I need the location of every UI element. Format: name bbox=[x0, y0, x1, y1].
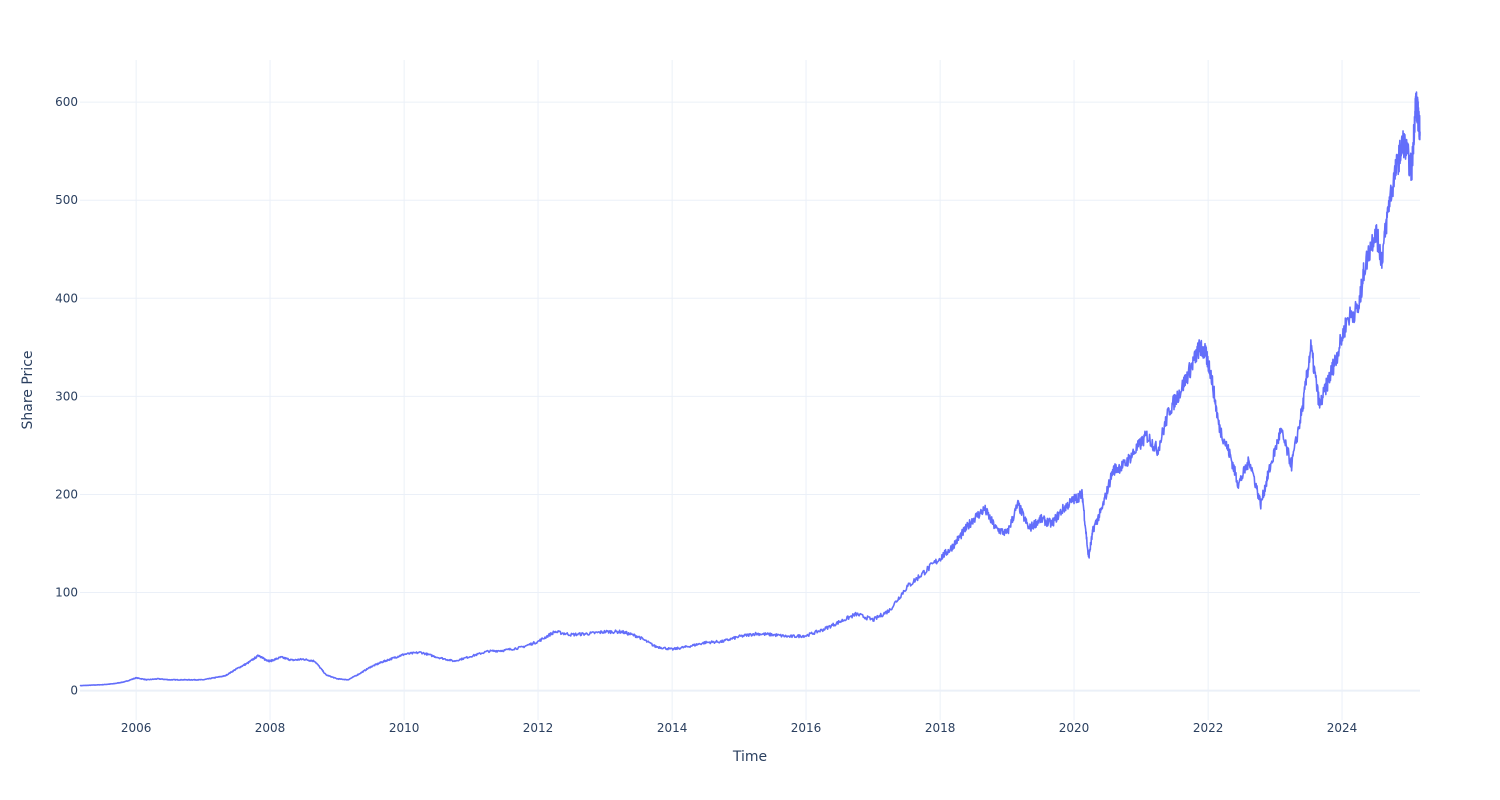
x-gridlines bbox=[135, 60, 1343, 720]
y-gridlines bbox=[80, 101, 1420, 594]
series-line bbox=[79, 91, 1421, 687]
x-tick-label: 2012 bbox=[523, 721, 554, 735]
x-tick-label: 2022 bbox=[1193, 721, 1224, 735]
y-tick-label: 0 bbox=[70, 684, 78, 698]
y-tick-labels: 0 100 200 300 400 500 600 bbox=[55, 95, 78, 697]
plot-background bbox=[80, 60, 1420, 720]
y-tick-label: 500 bbox=[55, 193, 78, 207]
y-tick-label: 600 bbox=[55, 95, 78, 109]
x-tick-label: 2006 bbox=[121, 721, 152, 735]
x-tick-label: 2024 bbox=[1327, 721, 1358, 735]
x-tick-labels: 2006 2008 2010 2012 2014 2016 2018 2020 2022 2024 bbox=[121, 721, 1357, 735]
y-axis-title: Share Price bbox=[20, 350, 36, 429]
y-tick-label: 200 bbox=[55, 487, 78, 501]
x-tick-label: 2018 bbox=[925, 721, 956, 735]
x-tick-label: 2008 bbox=[255, 721, 286, 735]
y-tick-label: 400 bbox=[55, 291, 78, 305]
x-axis-title: Time bbox=[732, 749, 767, 765]
x-tick-label: 2020 bbox=[1059, 721, 1090, 735]
x-tick-label: 2010 bbox=[389, 721, 420, 735]
x-tick-label: 2016 bbox=[791, 721, 822, 735]
y-tick-label: 300 bbox=[55, 389, 78, 403]
y-tick-label: 100 bbox=[55, 586, 78, 600]
x-tick-label: 2014 bbox=[657, 721, 688, 735]
